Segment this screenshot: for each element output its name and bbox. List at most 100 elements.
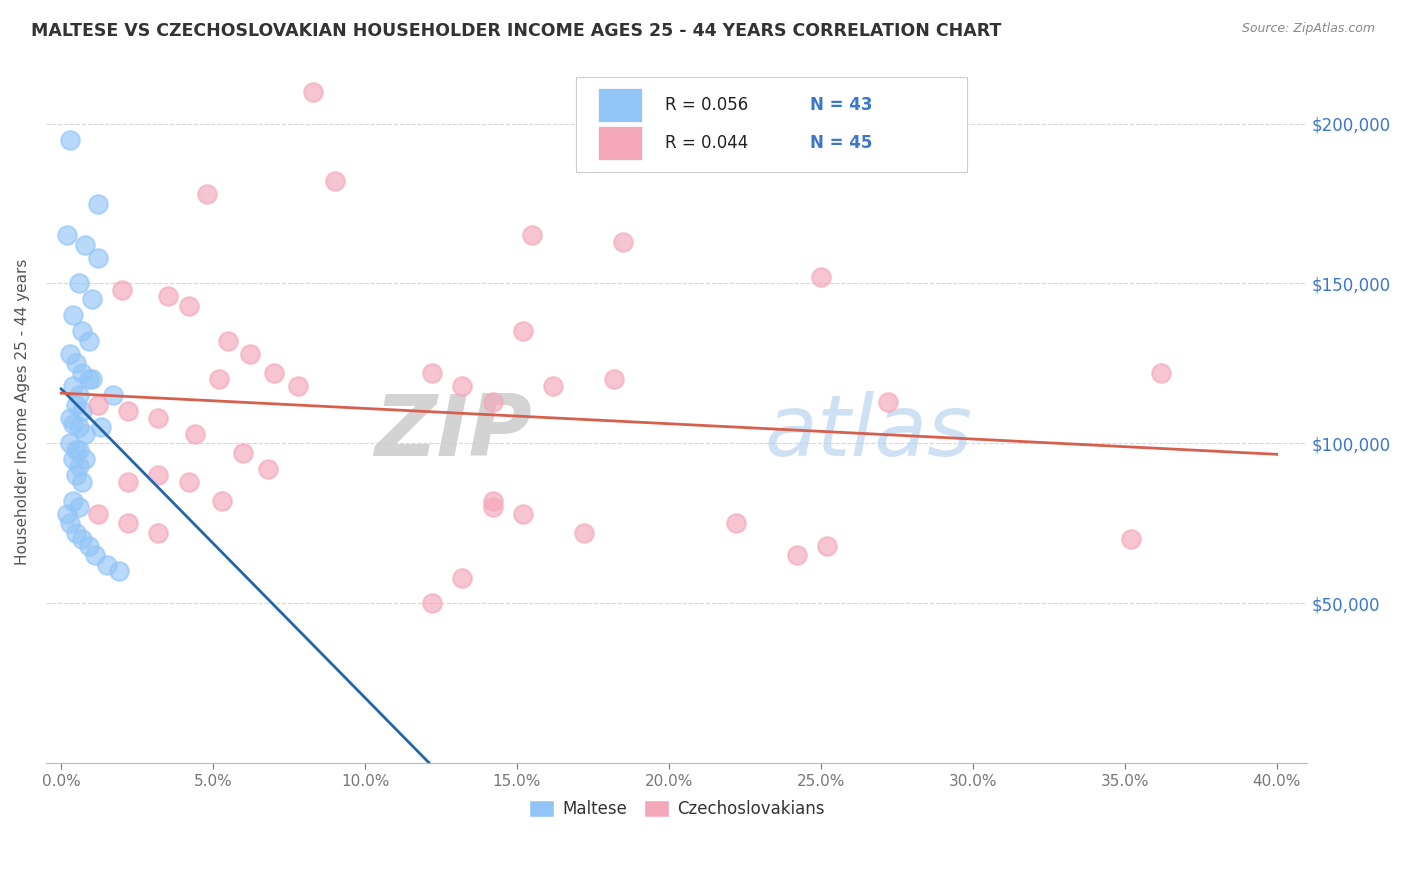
Point bbox=[62, 452, 84, 467]
Point bbox=[108, 564, 131, 578]
Point bbox=[86, 196, 108, 211]
Point bbox=[156, 289, 179, 303]
Point bbox=[65, 442, 87, 457]
Point bbox=[420, 596, 443, 610]
FancyBboxPatch shape bbox=[575, 78, 966, 172]
Point bbox=[90, 420, 112, 434]
Point bbox=[520, 228, 543, 243]
Point bbox=[815, 539, 838, 553]
Point bbox=[724, 516, 747, 531]
Point bbox=[77, 539, 100, 553]
Point bbox=[65, 398, 87, 412]
Point bbox=[612, 235, 634, 249]
Point bbox=[59, 516, 82, 531]
Point bbox=[101, 388, 124, 402]
Text: R = 0.056: R = 0.056 bbox=[665, 95, 748, 113]
Point bbox=[62, 378, 84, 392]
Y-axis label: Householder Income Ages 25 - 44 years: Householder Income Ages 25 - 44 years bbox=[15, 258, 30, 565]
Point bbox=[59, 410, 82, 425]
Text: ZIP: ZIP bbox=[374, 391, 531, 474]
Point bbox=[65, 468, 87, 483]
Point bbox=[481, 394, 503, 409]
Point bbox=[77, 372, 100, 386]
Point bbox=[572, 525, 595, 540]
Point bbox=[148, 468, 170, 483]
Point bbox=[117, 516, 139, 531]
Point bbox=[238, 347, 260, 361]
Point bbox=[72, 366, 94, 380]
Point bbox=[77, 334, 100, 348]
Point bbox=[211, 494, 233, 508]
Point bbox=[65, 356, 87, 370]
Point bbox=[208, 372, 231, 386]
Point bbox=[512, 507, 534, 521]
Point bbox=[287, 378, 309, 392]
Text: atlas: atlas bbox=[765, 391, 973, 474]
Point bbox=[876, 394, 898, 409]
Point bbox=[65, 525, 87, 540]
Point bbox=[67, 458, 90, 473]
Point bbox=[111, 283, 134, 297]
Point bbox=[1150, 366, 1173, 380]
Point bbox=[323, 174, 346, 188]
Point bbox=[810, 270, 832, 285]
Text: R = 0.044: R = 0.044 bbox=[665, 134, 748, 152]
Point bbox=[420, 366, 443, 380]
Point bbox=[59, 132, 82, 146]
Point bbox=[217, 334, 239, 348]
Point bbox=[72, 475, 94, 489]
Point bbox=[72, 404, 94, 418]
Point bbox=[62, 417, 84, 432]
Text: N = 43: N = 43 bbox=[810, 95, 873, 113]
Point bbox=[481, 500, 503, 515]
Point bbox=[67, 442, 90, 457]
Point bbox=[512, 325, 534, 339]
Point bbox=[96, 558, 118, 572]
Point bbox=[232, 446, 254, 460]
Point bbox=[603, 372, 626, 386]
Bar bbox=[599, 126, 643, 160]
Point bbox=[75, 238, 97, 252]
Point bbox=[1119, 533, 1142, 547]
Point bbox=[83, 548, 105, 562]
Point bbox=[72, 533, 94, 547]
Point bbox=[177, 475, 200, 489]
Point bbox=[59, 347, 82, 361]
Point bbox=[117, 404, 139, 418]
Bar bbox=[599, 87, 643, 121]
Point bbox=[62, 309, 84, 323]
Point bbox=[80, 293, 103, 307]
Point bbox=[195, 186, 218, 201]
Point bbox=[451, 378, 474, 392]
Point bbox=[86, 398, 108, 412]
Point bbox=[86, 507, 108, 521]
Point bbox=[67, 420, 90, 434]
Point bbox=[62, 494, 84, 508]
Point bbox=[263, 366, 285, 380]
Point bbox=[75, 452, 97, 467]
Text: MALTESE VS CZECHOSLOVAKIAN HOUSEHOLDER INCOME AGES 25 - 44 YEARS CORRELATION CHA: MALTESE VS CZECHOSLOVAKIAN HOUSEHOLDER I… bbox=[31, 22, 1001, 40]
Point bbox=[786, 548, 808, 562]
Point bbox=[67, 277, 90, 291]
Point bbox=[117, 475, 139, 489]
Point bbox=[148, 525, 170, 540]
Point bbox=[302, 85, 325, 99]
Point bbox=[56, 228, 79, 243]
Point bbox=[184, 426, 207, 441]
Legend: Maltese, Czechoslovakians: Maltese, Czechoslovakians bbox=[522, 794, 831, 825]
Point bbox=[67, 388, 90, 402]
Point bbox=[148, 410, 170, 425]
Point bbox=[59, 436, 82, 450]
Point bbox=[177, 299, 200, 313]
Point bbox=[72, 325, 94, 339]
Point bbox=[56, 507, 79, 521]
Point bbox=[86, 251, 108, 265]
Point bbox=[80, 372, 103, 386]
Text: N = 45: N = 45 bbox=[810, 134, 873, 152]
Point bbox=[256, 462, 278, 476]
Point bbox=[481, 494, 503, 508]
Point bbox=[75, 426, 97, 441]
Point bbox=[543, 378, 565, 392]
Text: Source: ZipAtlas.com: Source: ZipAtlas.com bbox=[1241, 22, 1375, 36]
Point bbox=[451, 571, 474, 585]
